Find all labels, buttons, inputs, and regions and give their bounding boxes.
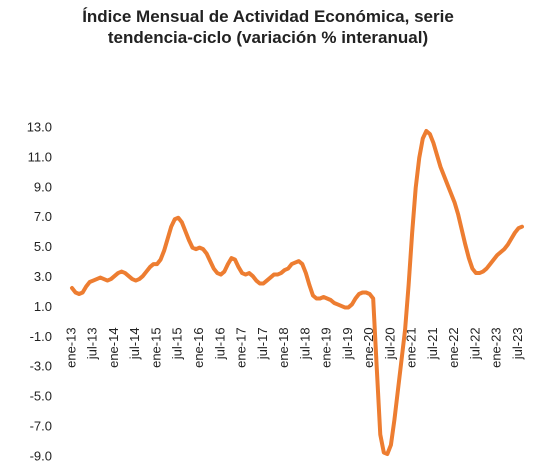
x-tick-label: ene-15 xyxy=(148,327,163,367)
y-tick-label: 11.0 xyxy=(28,149,52,164)
x-tick-label: ene-21 xyxy=(404,327,419,367)
x-tick-label: jul-15 xyxy=(170,327,185,360)
x-tick-label: ene-13 xyxy=(63,327,78,367)
series-line xyxy=(70,128,524,457)
y-tick-label: 9.0 xyxy=(34,179,52,194)
x-tick-label: ene-20 xyxy=(361,327,376,367)
x-tick-label: jul-21 xyxy=(425,327,440,360)
y-tick-label: -7.0 xyxy=(30,419,52,434)
x-tick-label: ene-23 xyxy=(489,327,504,367)
x-tick-label: ene-17 xyxy=(234,327,249,367)
x-tick-label: jul-19 xyxy=(340,327,355,360)
y-tick-label: 1.0 xyxy=(34,299,52,314)
x-tick-label: jul-20 xyxy=(382,327,397,360)
y-tick-label: 7.0 xyxy=(34,209,52,224)
y-tick-label: -5.0 xyxy=(30,389,52,404)
x-tick-label: jul-13 xyxy=(85,327,100,360)
y-tick-label: 5.0 xyxy=(34,239,52,254)
x-tick-label: ene-16 xyxy=(191,327,206,367)
y-tick-label: 13.0 xyxy=(27,119,52,134)
x-tick-label: ene-14 xyxy=(106,327,121,367)
x-tick-label: jul-16 xyxy=(212,327,227,360)
x-tick-label: ene-22 xyxy=(446,327,461,367)
x-tick-label: jul-17 xyxy=(255,327,270,360)
x-tick-label: jul-22 xyxy=(467,327,482,360)
x-tick-label: ene-18 xyxy=(276,327,291,367)
y-tick-label: 3.0 xyxy=(34,269,52,284)
chart-title: Índice Mensual de Actividad Económica, s… xyxy=(82,7,454,47)
x-tick-label: ene-19 xyxy=(319,327,334,367)
y-tick-label: -3.0 xyxy=(30,359,52,374)
x-tick-label: jul-23 xyxy=(510,327,525,360)
y-tick-label: -1.0 xyxy=(30,329,52,344)
x-tick-label: jul-14 xyxy=(127,327,142,360)
y-tick-label: -9.0 xyxy=(30,448,52,463)
x-tick-label: jul-18 xyxy=(297,327,312,360)
